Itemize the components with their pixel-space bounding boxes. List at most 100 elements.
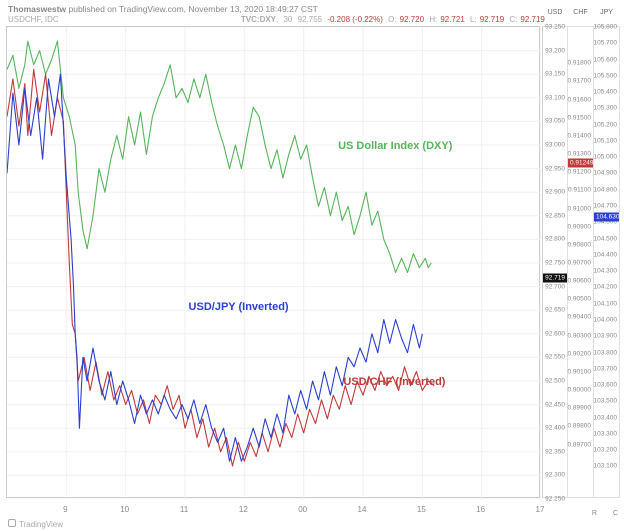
axis-tick: 103.200 [594, 447, 618, 454]
axis-tick: 92.700 [545, 283, 565, 290]
axis-tick: 103.800 [594, 349, 618, 356]
axis-tick: 92.500 [545, 378, 565, 385]
h-label: H: [429, 15, 437, 24]
chart-container: Thomaswestw published on TradingView.com… [0, 0, 624, 531]
axis-tick: 92.600 [545, 330, 565, 337]
axis-jpy[interactable]: JPY 103.100103.200103.300103.400103.5001… [594, 26, 620, 498]
axis-tick: 92.300 [545, 472, 565, 479]
ticker: TVC:DXY [241, 15, 276, 24]
o-val: 92.720 [400, 15, 424, 24]
axis-tick: 105.100 [594, 137, 618, 144]
axis-tick: 103.400 [594, 414, 618, 421]
axis-chf[interactable]: CHF 0.897000.898000.899000.900000.901000… [568, 26, 594, 498]
tradingview-icon [8, 519, 16, 527]
axis-tick: 0.90500 [568, 296, 592, 303]
author-name: Thomaswestw [8, 4, 66, 14]
last-price: 92.755 [298, 15, 322, 24]
x-axis: 91011120014151617 [6, 505, 540, 517]
axis-tick: 105.500 [594, 72, 618, 79]
axis-tick: 0.90700 [568, 260, 592, 267]
axis-tick: 104.700 [594, 203, 618, 210]
axis-tick: 92.950 [545, 165, 565, 172]
change: -0.208 (-0.22%) [327, 15, 383, 24]
axis-tick: 92.650 [545, 307, 565, 314]
plot-area[interactable]: US Dollar Index (DXY) USD/JPY (Inverted)… [6, 26, 540, 498]
axis-tick: 0.91000 [568, 205, 592, 212]
price-tag: 92.719 [543, 273, 567, 282]
axis-tick: 93.250 [545, 24, 565, 31]
axis-tick: 0.90800 [568, 241, 592, 248]
axis-tick: 104.100 [594, 300, 618, 307]
axis-tick: 92.800 [545, 236, 565, 243]
axis-tick: 92.900 [545, 189, 565, 196]
axis-tick: 104.900 [594, 170, 618, 177]
timestamp: November 13, 2020 18:49:27 CST [188, 4, 317, 14]
c-label: C: [509, 15, 517, 24]
axis-tick: 0.90300 [568, 332, 592, 339]
corner-c-label[interactable]: C [613, 510, 618, 517]
axis-usd[interactable]: USD 93.25093.20093.15093.10093.05093.000… [542, 26, 568, 498]
price-tag: 104.630 [594, 213, 619, 222]
axis-tick: 0.91300 [568, 151, 592, 158]
axis-tick: 0.89900 [568, 405, 592, 412]
corner-r-label[interactable]: R [592, 510, 597, 517]
platform-name: TradingView.com [119, 4, 184, 14]
axis-tick: 92.350 [545, 448, 565, 455]
axis-tick: 93.200 [545, 47, 565, 54]
chart-svg [7, 27, 541, 499]
x-tick: 9 [63, 505, 67, 514]
label-usdjpy: USD/JPY (Inverted) [189, 301, 289, 313]
axis-tick: 103.500 [594, 398, 618, 405]
l-val: 92.719 [480, 15, 504, 24]
axis-tick: 0.91600 [568, 96, 592, 103]
axis-tick: 105.200 [594, 121, 618, 128]
axis-tick: 0.91700 [568, 78, 592, 85]
axis-tick: 93.000 [545, 142, 565, 149]
right-axes: USD 93.25093.20093.15093.10093.05093.000… [542, 26, 620, 498]
axis-header-chf: CHF [568, 9, 593, 16]
label-dxy: US Dollar Index (DXY) [338, 140, 452, 152]
axis-tick: 104.400 [594, 251, 618, 258]
axis-tick: 93.100 [545, 94, 565, 101]
axis-tick: 0.90200 [568, 350, 592, 357]
x-tick: 16 [476, 505, 485, 514]
axis-tick: 0.91400 [568, 132, 592, 139]
o-label: O: [388, 15, 396, 24]
label-usdchf: USD/CHF (Inverted) [343, 376, 445, 388]
axis-tick: 0.89800 [568, 423, 592, 430]
axis-tick: 0.90600 [568, 278, 592, 285]
x-tick: 17 [536, 505, 545, 514]
axis-tick: 92.450 [545, 401, 565, 408]
footer-brand: TradingView [8, 519, 63, 529]
corner-controls: R C [592, 510, 618, 517]
axis-tick: 92.400 [545, 425, 565, 432]
x-tick: 11 [180, 505, 188, 514]
axis-tick: 0.89700 [568, 441, 592, 448]
axis-tick: 0.90400 [568, 314, 592, 321]
symbol-line-1: USDCHF, IDC [8, 15, 59, 24]
axis-tick: 92.250 [545, 496, 565, 503]
axis-tick: 103.300 [594, 430, 618, 437]
axis-tick: 103.900 [594, 333, 618, 340]
footer-brand-text: TradingView [19, 520, 63, 529]
axis-tick: 105.700 [594, 40, 618, 47]
axis-tick: 0.90100 [568, 368, 592, 375]
axis-tick: 92.850 [545, 212, 565, 219]
axis-tick: 93.150 [545, 71, 565, 78]
h-val: 92.721 [440, 15, 464, 24]
published-word: published on [68, 4, 116, 14]
x-tick: 12 [239, 505, 248, 514]
axis-tick: 104.200 [594, 284, 618, 291]
price-tag: 0.91249 [568, 159, 593, 168]
axis-tick: 105.000 [594, 154, 618, 161]
axis-tick: 105.400 [594, 89, 618, 96]
interval: 30 [283, 15, 292, 24]
l-label: L: [470, 15, 477, 24]
axis-tick: 103.600 [594, 382, 618, 389]
axis-tick: 0.90000 [568, 387, 592, 394]
axis-tick: 105.300 [594, 105, 618, 112]
axis-tick: 92.550 [545, 354, 565, 361]
axis-tick: 0.90900 [568, 223, 592, 230]
axis-tick: 0.91100 [568, 187, 591, 194]
axis-tick: 104.800 [594, 186, 618, 193]
